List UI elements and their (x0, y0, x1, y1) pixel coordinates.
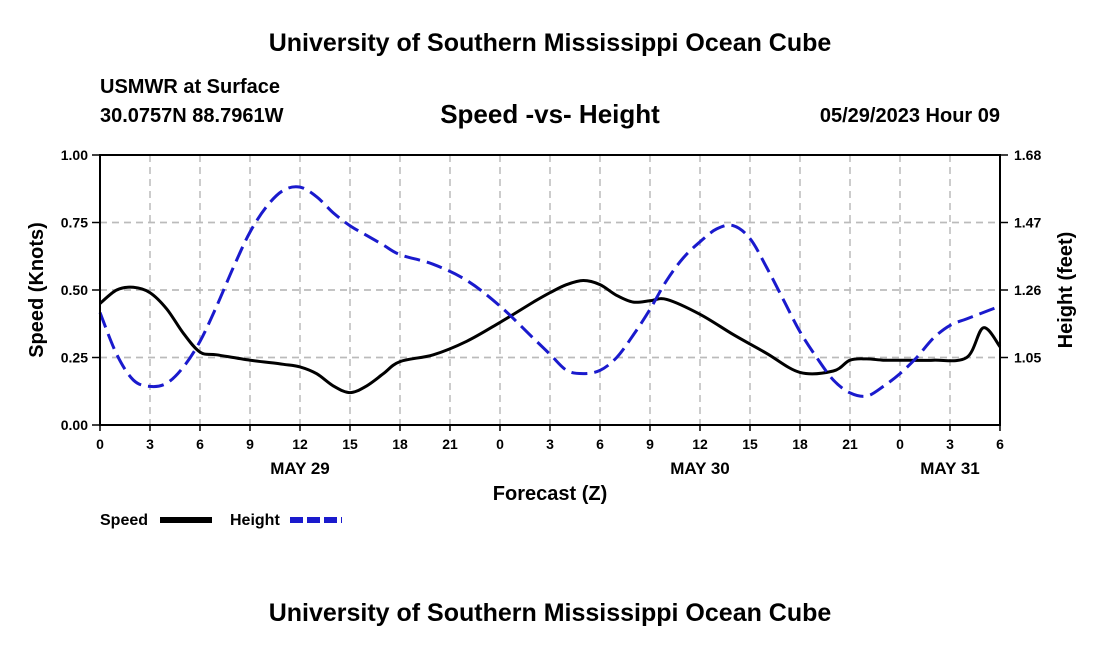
y-left-tick-label: 0.00 (61, 417, 88, 433)
legend: Speed Height (100, 512, 342, 529)
axis-ticks: 0 3 6 9 12 15 18 21 0 3 6 9 12 15 18 21 0 3 6 MAY 29 MAY 30 M… (61, 147, 1042, 478)
y-right-tick-label: 1.26 (1014, 282, 1041, 298)
day-label: MAY 30 (670, 459, 730, 478)
x-tick-label: 3 (146, 436, 154, 452)
y-axis-right-title: Height (feet) (1055, 232, 1077, 349)
grid-lines (100, 155, 1000, 425)
x-tick-label: 12 (692, 436, 708, 452)
x-tick-label: 0 (496, 436, 504, 452)
x-tick-label: 12 (292, 436, 308, 452)
legend-label-speed: Speed (100, 512, 148, 529)
x-tick-label: 3 (546, 436, 554, 452)
x-tick-label: 0 (96, 436, 104, 452)
x-tick-label: 6 (996, 436, 1004, 452)
legend-label-height: Height (230, 512, 280, 529)
x-tick-label: 18 (792, 436, 808, 452)
x-tick-label: 21 (442, 436, 458, 452)
chart-main-title: University of Southern Mississippi Ocean… (268, 29, 832, 57)
y-left-tick-label: 0.25 (61, 350, 88, 366)
y-left-tick-label: 0.75 (61, 215, 88, 231)
x-tick-label: 15 (342, 436, 358, 452)
y-right-tick-label: 1.68 (1014, 147, 1041, 163)
series-lines (98, 185, 1002, 398)
x-tick-label: 21 (842, 436, 858, 452)
y-axis-left-title: Speed (Knots) (26, 222, 48, 358)
x-tick-label: 9 (646, 436, 654, 452)
x-tick-label: 9 (246, 436, 254, 452)
x-tick-label: 18 (392, 436, 408, 452)
series-line-speed (99, 279, 1002, 395)
y-left-tick-label: 0.50 (61, 282, 88, 298)
x-tick-label: 6 (596, 436, 604, 452)
day-label: MAY 29 (270, 459, 330, 478)
day-label: MAY 31 (920, 459, 980, 478)
station-name: USMWR at Surface (100, 76, 281, 98)
x-tick-label: 0 (896, 436, 904, 452)
footer-title: University of Southern Mississippi Ocean… (268, 599, 832, 627)
x-tick-label: 3 (946, 436, 954, 452)
chart-subtitle: Speed -vs- Height (440, 99, 660, 129)
forecast-timestamp: 05/29/2023 Hour 09 (819, 105, 1000, 127)
series-line-height (98, 185, 1001, 398)
x-tick-label: 15 (742, 436, 758, 452)
x-axis-title: Forecast (Z) (493, 483, 607, 505)
y-left-tick-label: 1.00 (61, 147, 88, 163)
y-right-tick-label: 1.05 (1014, 350, 1041, 366)
station-coordinates: 30.0757N 88.7961W (100, 105, 284, 127)
y-right-tick-label: 1.47 (1014, 215, 1041, 231)
x-tick-label: 6 (196, 436, 204, 452)
